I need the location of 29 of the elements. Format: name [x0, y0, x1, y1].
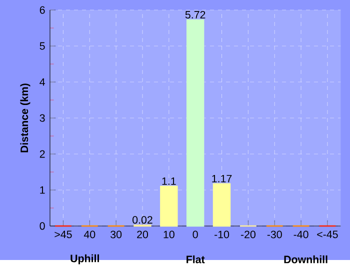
x-tick-label: 20 [137, 230, 148, 238]
text: Uphill [70, 254, 99, 264]
y-tick-label: 0 [40, 222, 45, 230]
data-label: 1.1 [162, 178, 176, 185]
x-tick-label: -30 [267, 230, 282, 238]
text: Downhill [284, 256, 328, 264]
x-tick-label: -40 [294, 230, 308, 238]
y-tick-label: 6 [40, 6, 45, 14]
x-tick-label: >45 [54, 230, 72, 238]
x-tick-label: <-45 [317, 230, 338, 238]
x-tick-label: -10 [214, 230, 230, 238]
y-tick-label: 2 [40, 150, 45, 158]
bar [212, 183, 231, 227]
data-label: 0.02 [132, 216, 152, 224]
x-tick-label: 10 [164, 230, 174, 238]
x-tick-label: 0 [192, 230, 198, 238]
text: Flat [186, 256, 205, 264]
bar [160, 186, 178, 227]
y-axis-title: Distance (km) [20, 84, 30, 152]
x-tick-label: 30 [110, 230, 122, 238]
y-tick-label: 1 [40, 186, 45, 194]
y-tick-label: 3 [40, 114, 45, 122]
y-tick-label: 5 [40, 42, 45, 50]
bar [186, 20, 204, 227]
x-tick-label: 40 [84, 230, 96, 238]
data-label: 5.72 [185, 11, 206, 19]
data-label: 1.17 [212, 175, 232, 182]
y-tick-label: 4 [40, 78, 45, 86]
x-tick-label: -20 [240, 230, 256, 238]
